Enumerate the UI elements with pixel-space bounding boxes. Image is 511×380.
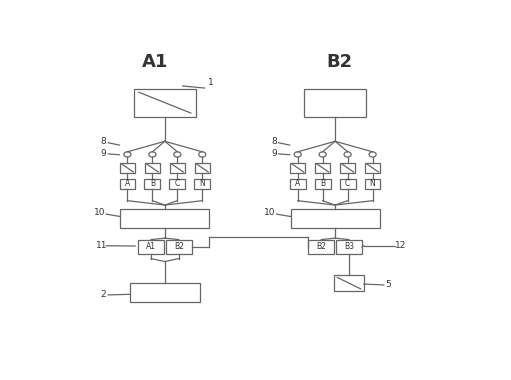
- Bar: [138, 240, 164, 254]
- Bar: [120, 179, 135, 189]
- Circle shape: [369, 152, 376, 157]
- Text: B3: B3: [344, 242, 354, 252]
- Text: A1: A1: [142, 53, 168, 71]
- Bar: [195, 163, 210, 173]
- Text: 9: 9: [271, 149, 276, 158]
- Bar: [365, 163, 380, 173]
- Bar: [166, 240, 192, 254]
- Text: 10: 10: [94, 209, 105, 217]
- Text: 10: 10: [264, 209, 275, 217]
- Bar: [315, 163, 330, 173]
- Text: 2: 2: [101, 290, 106, 299]
- Text: 8: 8: [271, 137, 276, 146]
- Text: C: C: [345, 179, 350, 188]
- Bar: [336, 240, 362, 254]
- Text: B2: B2: [174, 242, 183, 252]
- Circle shape: [344, 152, 351, 157]
- Bar: [145, 163, 160, 173]
- Bar: [340, 179, 356, 189]
- Text: A: A: [295, 179, 300, 188]
- Circle shape: [174, 152, 181, 157]
- Circle shape: [149, 152, 156, 157]
- Text: A1: A1: [146, 242, 156, 252]
- Text: 11: 11: [96, 241, 107, 250]
- Bar: [290, 179, 306, 189]
- Bar: [170, 163, 185, 173]
- Text: N: N: [199, 179, 205, 188]
- Text: B2: B2: [316, 242, 326, 252]
- Bar: [120, 209, 210, 228]
- Bar: [315, 179, 331, 189]
- Bar: [130, 283, 199, 302]
- Text: 5: 5: [386, 280, 391, 290]
- Circle shape: [199, 152, 206, 157]
- Bar: [290, 163, 305, 173]
- Bar: [309, 240, 334, 254]
- Bar: [305, 89, 366, 117]
- Bar: [340, 163, 355, 173]
- Text: C: C: [175, 179, 180, 188]
- Bar: [134, 89, 196, 117]
- Circle shape: [319, 152, 326, 157]
- Bar: [194, 179, 210, 189]
- Text: A: A: [125, 179, 130, 188]
- Text: 8: 8: [101, 137, 106, 146]
- Text: N: N: [369, 179, 376, 188]
- Bar: [145, 179, 160, 189]
- Text: 12: 12: [395, 241, 406, 250]
- Text: 9: 9: [101, 149, 106, 158]
- Circle shape: [124, 152, 131, 157]
- Text: B: B: [150, 179, 155, 188]
- Bar: [365, 179, 381, 189]
- Bar: [120, 163, 135, 173]
- Bar: [291, 209, 380, 228]
- Text: B: B: [320, 179, 325, 188]
- Text: B2: B2: [326, 53, 352, 71]
- Text: 1: 1: [207, 78, 213, 87]
- Circle shape: [294, 152, 301, 157]
- Bar: [170, 179, 185, 189]
- Bar: [334, 275, 364, 291]
